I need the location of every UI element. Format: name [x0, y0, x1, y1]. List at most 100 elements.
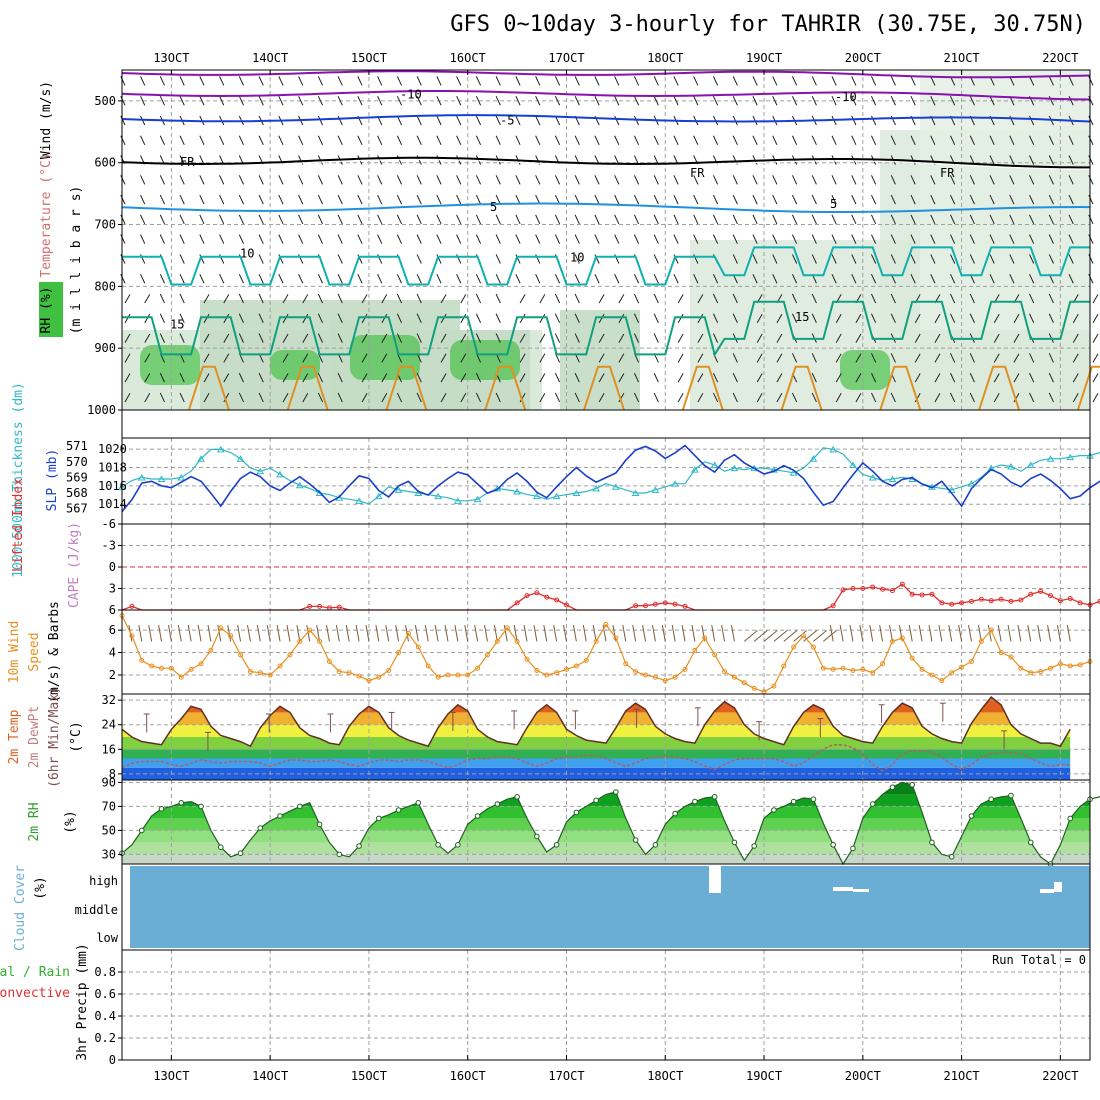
wind-barb	[495, 214, 501, 225]
wind-barb	[1017, 625, 1022, 642]
rh-shading	[920, 70, 1090, 330]
wind-barb	[357, 214, 363, 225]
rh-line	[121, 781, 1100, 866]
wind-barb	[1048, 313, 1054, 324]
wind-barb	[535, 175, 541, 185]
wind-barb	[475, 194, 482, 205]
wind-barb	[594, 175, 600, 185]
bottom-x-tick-label: 13OCT	[153, 1069, 189, 1083]
wind-barb	[278, 273, 284, 284]
wind-barb	[416, 115, 422, 126]
wind-barb	[618, 393, 625, 403]
wind-barb	[159, 273, 165, 284]
wind-barb	[793, 630, 808, 642]
wind-barb	[835, 373, 842, 383]
wind-barb	[495, 273, 501, 284]
temp-color-band	[122, 737, 1071, 750]
wind-barb	[930, 175, 936, 185]
wind-barb	[697, 294, 704, 304]
wind-barb	[144, 393, 151, 403]
bottom-x-tick-label: 19OCT	[746, 1069, 782, 1083]
wind-barb	[456, 95, 462, 106]
wind-barb	[803, 630, 818, 642]
wind-barb	[969, 95, 975, 106]
isotherm-plus-20	[978, 365, 1021, 411]
wind-barb	[831, 76, 837, 86]
wind-speed-point	[810, 644, 816, 650]
wind-barb	[910, 254, 916, 264]
lifted-index-point	[1047, 593, 1053, 599]
wind-barb	[177, 625, 182, 642]
precip-frame	[121, 949, 1091, 1061]
wind-barb	[247, 625, 251, 642]
slp-tick-label: 1016	[98, 479, 127, 493]
wind-barb	[219, 234, 225, 244]
top-x-tick-label: 19OCT	[746, 51, 782, 65]
isotherm-plus-20	[780, 365, 823, 411]
wind-barb	[653, 135, 659, 146]
wind-speed-point	[968, 659, 974, 665]
wind-barb	[811, 76, 817, 86]
wind-barb	[495, 234, 501, 244]
wind-barb	[302, 393, 309, 403]
wind-barb	[337, 214, 343, 225]
wind-barb	[381, 373, 388, 383]
wind-barb	[416, 234, 422, 244]
wind-speed-point	[820, 665, 826, 671]
wind-barb	[711, 625, 716, 642]
wind-barb	[199, 175, 205, 185]
pressure-tick-label: 600	[94, 156, 116, 170]
wind-barb	[1029, 293, 1035, 304]
wind-barb	[484, 625, 488, 642]
wind-barb	[495, 95, 501, 106]
wind-barb	[839, 625, 844, 642]
wind-barb	[934, 313, 941, 324]
wind-barb	[614, 76, 620, 86]
wind-barb	[772, 76, 778, 86]
wind-barb	[515, 115, 521, 126]
wind-barb	[618, 353, 625, 363]
isotherm-minus-5	[121, 114, 1091, 123]
wind-tick-label: 6	[109, 623, 116, 637]
isotherm-label-extra: FR	[690, 166, 705, 180]
wind-barb	[950, 234, 956, 244]
wind-barb	[460, 393, 467, 403]
wind-barb	[772, 194, 778, 205]
thickness-point	[730, 464, 739, 472]
wind-barb	[612, 625, 617, 642]
wind-barb	[849, 625, 854, 642]
wind-barb	[908, 625, 913, 642]
wind-barb	[772, 254, 778, 264]
wind-barb	[756, 353, 763, 363]
rh-point	[869, 801, 876, 807]
wind-barb	[712, 234, 719, 244]
wind-barb	[783, 630, 798, 642]
wind-barb	[543, 625, 548, 642]
wind-barb	[835, 353, 842, 363]
slp-tick-label: 1014	[98, 497, 127, 511]
wind-barb	[238, 234, 244, 244]
wind-barb	[574, 313, 580, 324]
wind-barb	[357, 175, 363, 185]
wind-barb	[495, 392, 501, 403]
wind-barb	[563, 625, 567, 642]
wind-barb	[539, 294, 546, 304]
wind-speed-point	[326, 659, 332, 665]
wind-barb	[179, 313, 185, 324]
top-x-tick-label: 15OCT	[351, 51, 387, 65]
wind-barb	[673, 214, 679, 225]
wind-barb	[732, 392, 738, 403]
wind-panel	[119, 610, 1093, 695]
cloud-gap	[1040, 889, 1054, 893]
wind-barb	[454, 625, 459, 642]
wind-barb	[791, 254, 798, 264]
wind-barb	[930, 214, 936, 225]
rh-legend-swatch	[39, 282, 63, 337]
wind-barb	[890, 353, 896, 363]
wind-barb	[618, 294, 625, 304]
wind-barb	[693, 76, 699, 86]
wind-speed-point	[712, 652, 718, 658]
wind-speed-point	[366, 678, 372, 684]
isotherm-plus-20	[187, 365, 230, 411]
wind-barb	[633, 333, 640, 343]
